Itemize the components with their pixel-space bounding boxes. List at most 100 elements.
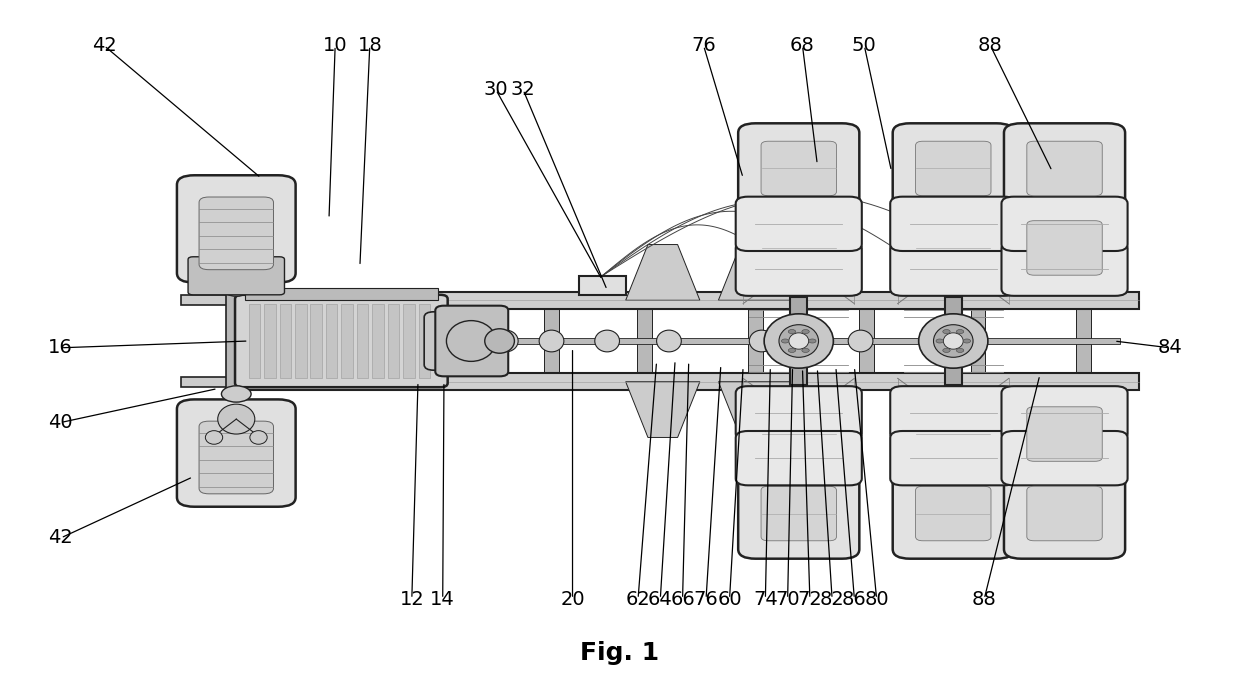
Text: 74: 74: [753, 590, 778, 608]
Bar: [227, 259, 247, 439]
Text: 68: 68: [790, 36, 815, 55]
FancyBboxPatch shape: [199, 421, 274, 494]
Bar: [358, 298, 373, 384]
FancyBboxPatch shape: [916, 406, 991, 461]
Ellipse shape: [446, 321, 496, 361]
Text: 42: 42: [92, 36, 116, 55]
FancyBboxPatch shape: [1004, 389, 1125, 479]
Ellipse shape: [595, 330, 620, 352]
Ellipse shape: [657, 330, 681, 352]
Text: 12: 12: [399, 590, 424, 608]
FancyBboxPatch shape: [891, 431, 1016, 486]
Ellipse shape: [802, 349, 809, 353]
Bar: [372, 304, 384, 378]
FancyBboxPatch shape: [891, 386, 1016, 441]
Text: 76: 76: [691, 36, 716, 55]
Text: 88: 88: [971, 590, 996, 608]
Text: 66: 66: [670, 590, 695, 608]
Ellipse shape: [493, 330, 518, 352]
FancyBboxPatch shape: [235, 295, 447, 387]
FancyBboxPatch shape: [1027, 406, 1103, 461]
FancyBboxPatch shape: [188, 257, 285, 295]
Text: 20: 20: [560, 590, 585, 608]
FancyBboxPatch shape: [893, 203, 1014, 293]
Text: 40: 40: [48, 413, 73, 432]
FancyBboxPatch shape: [1027, 486, 1103, 541]
Text: 14: 14: [430, 590, 455, 608]
Polygon shape: [719, 245, 793, 300]
Ellipse shape: [935, 339, 943, 343]
Bar: [1075, 298, 1090, 384]
Ellipse shape: [789, 333, 809, 349]
Ellipse shape: [933, 325, 973, 357]
Ellipse shape: [943, 329, 950, 333]
FancyBboxPatch shape: [1001, 196, 1127, 251]
Bar: [326, 304, 337, 378]
Bar: [230, 373, 1139, 390]
Text: 10: 10: [323, 36, 347, 55]
Bar: [342, 304, 353, 378]
Ellipse shape: [218, 404, 255, 434]
FancyBboxPatch shape: [177, 400, 296, 507]
Bar: [499, 338, 1120, 344]
Ellipse shape: [943, 349, 950, 353]
FancyBboxPatch shape: [891, 241, 1016, 296]
Ellipse shape: [206, 430, 223, 444]
FancyBboxPatch shape: [761, 141, 836, 196]
Ellipse shape: [809, 339, 817, 343]
Ellipse shape: [250, 430, 268, 444]
Bar: [357, 304, 368, 378]
Polygon shape: [719, 382, 793, 437]
Bar: [295, 304, 306, 378]
Bar: [637, 298, 652, 384]
Bar: [280, 304, 291, 378]
Ellipse shape: [963, 339, 970, 343]
Text: 70: 70: [776, 590, 800, 608]
Text: 64: 64: [648, 590, 673, 608]
Text: 50: 50: [852, 36, 877, 55]
Ellipse shape: [750, 330, 774, 352]
FancyBboxPatch shape: [893, 389, 1014, 479]
FancyBboxPatch shape: [424, 312, 481, 370]
Bar: [579, 276, 626, 295]
Text: 72: 72: [798, 590, 823, 608]
FancyBboxPatch shape: [738, 389, 860, 479]
Text: 82: 82: [820, 590, 845, 608]
Text: 16: 16: [48, 338, 73, 357]
Bar: [181, 295, 230, 306]
Polygon shape: [626, 382, 700, 437]
Bar: [388, 304, 399, 378]
Text: 88: 88: [978, 36, 1002, 55]
FancyBboxPatch shape: [1027, 221, 1103, 276]
Ellipse shape: [788, 329, 795, 333]
Text: 76: 76: [694, 590, 719, 608]
FancyBboxPatch shape: [1027, 141, 1103, 196]
Bar: [249, 304, 260, 378]
Polygon shape: [626, 245, 700, 300]
Ellipse shape: [947, 330, 971, 352]
Bar: [970, 298, 985, 384]
Ellipse shape: [222, 280, 252, 296]
FancyBboxPatch shape: [177, 175, 296, 282]
Bar: [403, 304, 415, 378]
Bar: [419, 304, 430, 378]
FancyBboxPatch shape: [761, 406, 836, 461]
FancyBboxPatch shape: [893, 123, 1014, 213]
Bar: [860, 298, 875, 384]
Text: 30: 30: [483, 80, 508, 99]
Bar: [245, 288, 437, 300]
Text: 84: 84: [1157, 338, 1182, 357]
Ellipse shape: [539, 330, 564, 352]
Ellipse shape: [849, 330, 873, 352]
FancyBboxPatch shape: [1001, 241, 1127, 296]
Bar: [266, 298, 281, 384]
Text: 18: 18: [357, 36, 382, 55]
FancyBboxPatch shape: [738, 203, 860, 293]
FancyBboxPatch shape: [736, 241, 862, 296]
FancyBboxPatch shape: [736, 196, 862, 251]
Bar: [544, 298, 559, 384]
Bar: [748, 298, 763, 384]
FancyBboxPatch shape: [893, 469, 1014, 559]
Text: 42: 42: [48, 529, 73, 548]
Text: Fig. 1: Fig. 1: [580, 642, 659, 666]
